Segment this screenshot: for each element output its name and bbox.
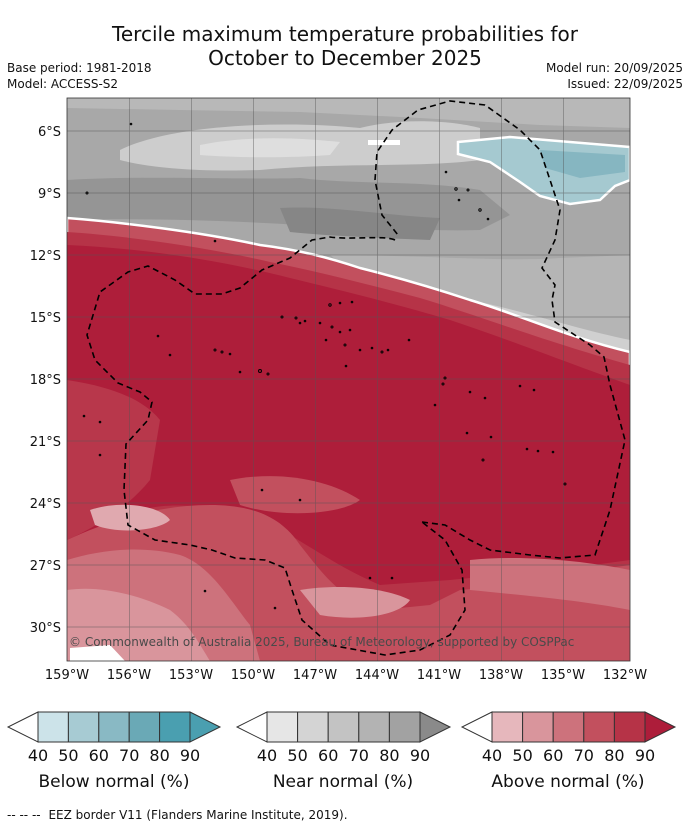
legend-tick: 60	[543, 746, 563, 765]
model-name: Model: ACCESS-S2	[7, 77, 119, 91]
legend-tick: 70	[349, 746, 369, 765]
map-frame	[66, 97, 631, 662]
map-fill	[67, 98, 630, 661]
islands	[82, 122, 567, 610]
legend-tick: 60	[318, 746, 338, 765]
legend-below-arrow-left	[6, 711, 39, 743]
meta-left: Base period: 1981-2018 Model: ACCESS-S2	[7, 60, 152, 92]
legend-near-label: Near normal (%)	[272, 772, 414, 792]
lat-label: 24°S	[30, 497, 61, 512]
lat-label: 27°S	[30, 559, 61, 574]
legend-tick: 90	[635, 746, 655, 765]
model-run: Model run: 20/09/2025	[545, 61, 683, 75]
lat-label: 6°S	[38, 125, 61, 140]
base-period: Base period: 1981-2018	[7, 61, 152, 75]
legend-below-swatch	[128, 711, 161, 743]
legend-near-normal: 40 50 60 70 80 90	[235, 711, 452, 765]
above-normal-90	[67, 245, 630, 585]
meta-right: Model run: 20/09/2025 Issued: 22/09/2025	[546, 60, 683, 92]
lon-label: 156°W	[107, 668, 151, 683]
legend-near-swatch	[266, 711, 299, 743]
near-normal-lighter-patch	[200, 138, 340, 158]
lon-label: 141°W	[417, 668, 461, 683]
longitude-labels: 159°W 156°W 153°W 150°W 147°W 144°W 141°…	[45, 668, 647, 683]
legend-above-arrow-right	[644, 711, 677, 743]
chart-title: Tercile maximum temperature probabilitie…	[0, 22, 690, 70]
lat-label: 12°S	[30, 249, 61, 264]
legend-tick: 50	[58, 746, 78, 765]
legend-tick: 80	[604, 746, 624, 765]
near-normal-top-band	[67, 98, 630, 128]
legend-above-swatch	[552, 711, 585, 743]
near-normal-dark-patch	[280, 207, 440, 240]
legend-below-arrow-right	[189, 711, 222, 743]
legend-near-arrow-right	[419, 711, 452, 743]
legend-below-swatch	[67, 711, 100, 743]
legend-tick: 60	[89, 746, 109, 765]
legend-tick: 80	[379, 746, 399, 765]
white-patch	[368, 140, 400, 145]
lon-label: 153°W	[169, 668, 213, 683]
copyright-text: © Commonwealth of Australia 2025, Bureau…	[69, 635, 574, 649]
legend-near-swatch	[388, 711, 421, 743]
legend-tick: 70	[119, 746, 139, 765]
lon-label: 150°W	[231, 668, 275, 683]
legend-above-normal: 40 50 60 70 80 90	[460, 711, 677, 765]
above-normal-sw-60	[67, 588, 210, 661]
below-normal-core	[540, 150, 625, 178]
legend-near-swatch	[297, 711, 329, 743]
legend-tick: 90	[180, 746, 200, 765]
lat-label: 21°S	[30, 435, 61, 450]
lon-label: 147°W	[293, 668, 337, 683]
legend-below-normal: 40 50 60 70 80 90	[6, 711, 222, 765]
above-normal-west-light	[90, 504, 170, 531]
legend-tick: 40	[257, 746, 277, 765]
legend-bars: 40 50 60 70 80 90 40 50 60 70 80 9	[6, 711, 677, 765]
lat-label: 18°S	[30, 373, 61, 388]
title-line-1: Tercile maximum temperature probabilitie…	[112, 22, 578, 46]
footnote-text: EEZ border V11 (Flanders Marine Institut…	[48, 808, 348, 822]
legend-tick: 50	[512, 746, 532, 765]
lon-label: 132°W	[603, 668, 647, 683]
legend-near-swatch	[327, 711, 360, 743]
legend-above-swatch	[491, 711, 524, 743]
eez-borders	[86, 100, 626, 656]
lon-label: 138°W	[479, 668, 523, 683]
legend-below-swatch	[98, 711, 130, 743]
legend-below-swatch	[159, 711, 191, 743]
legend-near-swatch	[358, 711, 390, 743]
legend-above-swatch	[583, 711, 615, 743]
lon-label: 144°W	[355, 668, 399, 683]
lat-label: 15°S	[30, 311, 61, 326]
above-normal-central-patch	[230, 476, 360, 514]
legend-below-swatch	[37, 711, 69, 743]
footnote: -- -- -- EEZ border V11 (Flanders Marine…	[7, 808, 348, 822]
above-normal-west-patch	[67, 380, 160, 540]
legend-tick: 90	[410, 746, 430, 765]
eez-line-symbol: -- -- --	[7, 808, 41, 822]
lat-label: 30°S	[30, 621, 61, 636]
lon-label: 159°W	[45, 668, 89, 683]
legend-tick: 40	[482, 746, 502, 765]
title-line-2: October to December 2025	[208, 46, 482, 70]
legend-tick: 70	[574, 746, 594, 765]
legend-tick: 40	[28, 746, 48, 765]
map-gridlines	[67, 98, 630, 661]
lon-label: 135°W	[541, 668, 585, 683]
above-normal-se-patch	[470, 558, 630, 610]
legend-above-label: Above normal (%)	[491, 772, 645, 792]
white-corner	[70, 645, 125, 661]
legend-above-arrow-left	[460, 711, 493, 743]
latitude-labels: 6°S 9°S 12°S 15°S 18°S 21°S 24°S 27°S 30…	[30, 125, 61, 636]
above-normal-south-light	[300, 587, 410, 618]
legend-above-swatch	[613, 711, 646, 743]
issued-date: Issued: 22/09/2025	[567, 77, 683, 91]
legend-below-label: Below normal (%)	[38, 772, 190, 792]
legend-tick: 50	[287, 746, 307, 765]
legend-near-arrow-left	[235, 711, 268, 743]
legend-tick: 80	[149, 746, 169, 765]
legend-above-swatch	[522, 711, 554, 743]
lat-label: 9°S	[38, 187, 61, 202]
